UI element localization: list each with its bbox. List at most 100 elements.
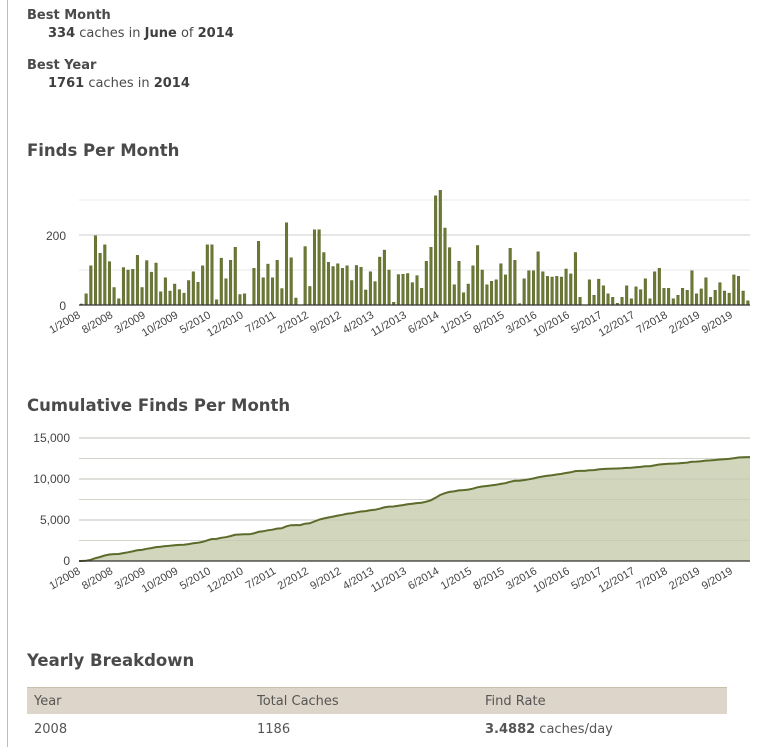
bar[interactable] — [140, 287, 144, 306]
bar[interactable] — [452, 284, 456, 306]
bar[interactable] — [84, 293, 88, 306]
bar[interactable] — [555, 276, 559, 306]
bar[interactable] — [308, 286, 312, 306]
bar[interactable] — [317, 229, 321, 306]
bar[interactable] — [545, 276, 549, 306]
bar[interactable] — [536, 251, 540, 306]
bar[interactable] — [573, 252, 577, 306]
bar[interactable] — [471, 265, 475, 306]
bar[interactable] — [639, 289, 643, 306]
bar[interactable] — [569, 273, 573, 306]
bar[interactable] — [238, 294, 242, 306]
bar[interactable] — [657, 268, 661, 306]
finds-per-month-chart[interactable]: 20001/20088/20083/200910/20095/201012/20… — [0, 190, 781, 350]
bar[interactable] — [420, 287, 424, 306]
bar[interactable] — [233, 247, 237, 306]
bar[interactable] — [741, 290, 745, 306]
bar[interactable] — [382, 249, 386, 306]
bar[interactable] — [434, 195, 438, 306]
bar[interactable] — [625, 285, 629, 306]
bar[interactable] — [653, 271, 657, 306]
bar[interactable] — [667, 287, 671, 306]
bar[interactable] — [466, 283, 470, 306]
bar[interactable] — [373, 281, 377, 306]
bar[interactable] — [597, 278, 601, 306]
bar[interactable] — [191, 271, 195, 306]
bar[interactable] — [107, 261, 111, 306]
bar[interactable] — [359, 266, 363, 306]
bar[interactable] — [159, 291, 163, 306]
bar[interactable] — [326, 262, 330, 306]
bar[interactable] — [681, 287, 685, 306]
bar[interactable] — [690, 270, 694, 306]
bar[interactable] — [629, 298, 633, 306]
bar[interactable] — [312, 229, 316, 306]
bar[interactable] — [587, 279, 591, 306]
bar[interactable] — [149, 271, 153, 306]
bar[interactable] — [504, 274, 508, 306]
bar[interactable] — [177, 289, 181, 306]
bar[interactable] — [737, 276, 741, 306]
bar[interactable] — [550, 276, 554, 306]
bar[interactable] — [592, 294, 596, 306]
bar[interactable] — [522, 278, 526, 306]
bar[interactable] — [513, 259, 517, 306]
bar[interactable] — [401, 273, 405, 306]
cumulative-chart[interactable]: 05,00010,00015,0001/20088/20083/200910/2… — [0, 425, 781, 610]
cumulative-line[interactable] — [79, 456, 750, 562]
bar[interactable] — [182, 292, 186, 306]
bar[interactable] — [103, 244, 107, 306]
bar[interactable] — [93, 235, 97, 306]
bar[interactable] — [494, 279, 498, 306]
bar[interactable] — [457, 261, 461, 306]
bar[interactable] — [210, 244, 214, 306]
bar[interactable] — [243, 293, 247, 306]
bar[interactable] — [340, 268, 344, 306]
bar[interactable] — [564, 268, 568, 306]
bar[interactable] — [261, 277, 265, 306]
bar[interactable] — [271, 277, 275, 306]
bar[interactable] — [438, 190, 442, 306]
bar[interactable] — [205, 244, 209, 306]
bar[interactable] — [168, 290, 172, 306]
bar[interactable] — [350, 280, 354, 306]
bar[interactable] — [196, 282, 200, 306]
bar[interactable] — [135, 255, 139, 306]
bar[interactable] — [173, 283, 177, 306]
bar[interactable] — [364, 289, 368, 306]
bar[interactable] — [229, 259, 233, 306]
bar[interactable] — [117, 298, 121, 306]
bar[interactable] — [713, 290, 717, 306]
bar[interactable] — [252, 268, 256, 306]
bar[interactable] — [578, 297, 582, 306]
bar[interactable] — [448, 247, 452, 306]
bar[interactable] — [303, 246, 307, 306]
bar[interactable] — [480, 269, 484, 306]
bar[interactable] — [121, 267, 125, 306]
bar[interactable] — [648, 298, 652, 306]
bar[interactable] — [541, 271, 545, 306]
bar[interactable] — [443, 227, 447, 306]
bar[interactable] — [620, 297, 624, 306]
bar[interactable] — [345, 265, 349, 306]
bar[interactable] — [662, 287, 666, 306]
bar[interactable] — [634, 286, 638, 306]
bar[interactable] — [154, 262, 158, 306]
bar[interactable] — [98, 253, 102, 306]
bar[interactable] — [723, 290, 727, 306]
bar[interactable] — [387, 269, 391, 306]
header-find-rate[interactable]: Find Rate — [478, 687, 727, 714]
bar[interactable] — [201, 265, 205, 306]
bar[interactable] — [559, 276, 563, 306]
bar[interactable] — [266, 263, 270, 306]
bar[interactable] — [499, 263, 503, 306]
bar[interactable] — [163, 277, 167, 306]
bar[interactable] — [476, 245, 480, 306]
bar[interactable] — [695, 293, 699, 306]
bar[interactable] — [224, 278, 228, 306]
bar[interactable] — [396, 274, 400, 306]
bar[interactable] — [285, 222, 289, 306]
bar[interactable] — [275, 259, 279, 306]
bar[interactable] — [257, 241, 261, 306]
bar[interactable] — [410, 282, 414, 306]
